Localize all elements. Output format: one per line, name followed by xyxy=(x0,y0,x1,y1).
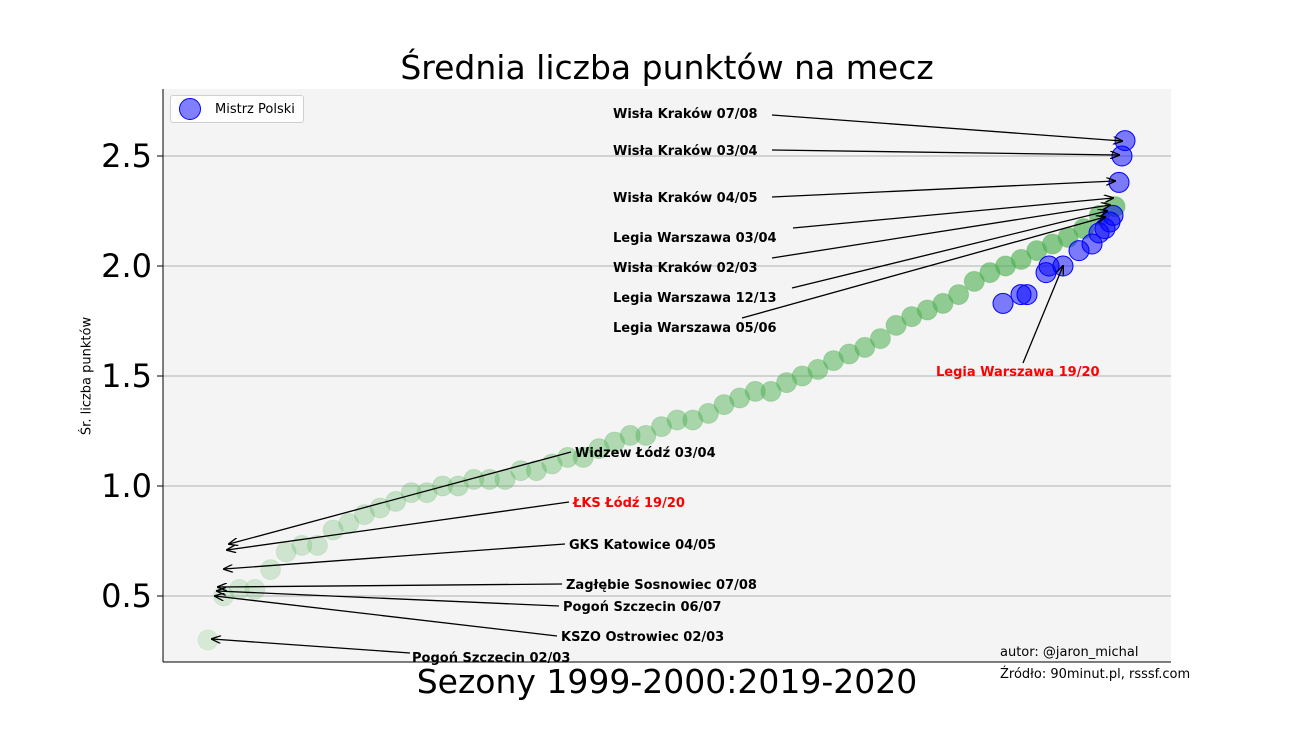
champion-point xyxy=(992,292,1014,314)
season-point xyxy=(854,336,876,358)
season-point xyxy=(619,424,641,446)
season-point xyxy=(510,460,532,482)
chart-title: Średnia liczba punktów na mecz xyxy=(400,48,934,87)
season-point xyxy=(572,446,594,468)
annotation-label: Wisła Kraków 04/05 xyxy=(613,191,758,206)
season-point xyxy=(463,468,485,490)
season-point xyxy=(744,380,766,402)
season-point xyxy=(713,394,735,416)
annotation-arrow xyxy=(218,584,563,587)
annotation-label: Zagłębie Sosnowiec 07/08 xyxy=(566,578,757,593)
annotation-label: Legia Warszawa 03/04 xyxy=(613,231,777,246)
season-point xyxy=(588,438,610,460)
season-point xyxy=(885,314,907,336)
season-point xyxy=(760,380,782,402)
annotation-label: Legia Warszawa 12/13 xyxy=(613,291,777,306)
season-point xyxy=(963,270,985,292)
annotation-arrow xyxy=(771,205,1110,259)
annotations: Wisła Kraków 07/08 Wisła Kraków 03/04 Wisł… xyxy=(212,107,1122,666)
legend: Mistrz Polski xyxy=(170,95,304,123)
y-tick-label: 0.5 xyxy=(101,577,152,615)
annotation-arrow xyxy=(741,217,1105,319)
annotation-arrow xyxy=(771,114,1122,141)
author-credit: autor: @jaron_michal xyxy=(1000,645,1139,660)
y-axis-ticks: 0.5 1.0 1.5 2.0 2.5 xyxy=(101,137,163,615)
y-tick-label: 1.5 xyxy=(101,357,152,395)
annotation-label: Widzew Łódź 03/04 xyxy=(575,446,716,461)
annotation-arrow xyxy=(771,181,1115,198)
y-tick-label: 2.0 xyxy=(101,247,152,285)
season-point xyxy=(729,387,751,409)
y-tick-label: 2.5 xyxy=(101,137,152,175)
season-point xyxy=(1010,248,1032,270)
annotation-label: KSZO Ostrowiec 02/03 xyxy=(561,630,724,645)
annotation-label: Wisła Kraków 03/04 xyxy=(613,144,758,159)
season-point xyxy=(525,460,547,482)
season-point xyxy=(244,578,266,600)
season-point xyxy=(697,402,719,424)
champion-point xyxy=(1102,204,1124,226)
season-point xyxy=(651,416,672,438)
season-point xyxy=(416,482,438,504)
legend-label: Mistrz Polski xyxy=(215,101,295,117)
season-point xyxy=(306,534,328,556)
season-point xyxy=(635,424,657,446)
annotation-label: Wisła Kraków 07/08 xyxy=(613,107,758,122)
annotation-label: Pogoń Szczecin 06/07 xyxy=(563,600,721,615)
annotation-arrow xyxy=(227,501,570,550)
legend-marker-champion xyxy=(179,98,201,120)
season-point xyxy=(807,358,829,380)
season-point xyxy=(666,409,688,431)
annotation-label: Wisła Kraków 02/03 xyxy=(613,261,758,276)
season-point xyxy=(682,409,704,431)
season-point xyxy=(932,292,954,314)
y-axis-label: Śr. liczba punktów xyxy=(79,316,95,436)
y-tick-label: 1.0 xyxy=(101,467,152,505)
season-point xyxy=(557,446,579,468)
season-point xyxy=(478,468,500,490)
champion-point xyxy=(1016,284,1038,306)
season-point xyxy=(604,431,626,453)
annotation-arrow xyxy=(792,198,1113,229)
annotation-label: ŁKS Łódź 19/20 xyxy=(572,496,685,511)
annotation-arrow xyxy=(215,596,558,637)
annotation-arrow xyxy=(771,149,1119,155)
source-credit: Źródło: 90minut.pl, rsssf.com xyxy=(1000,667,1191,682)
annotation-label: GKS Katowice 04/05 xyxy=(569,538,716,553)
annotation-arrow xyxy=(224,543,566,569)
annotation-arrow xyxy=(1022,266,1063,364)
annotation-arrow xyxy=(212,639,411,654)
season-point xyxy=(197,629,219,651)
annotation-arrow xyxy=(229,451,572,544)
annotation-label: Legia Warszawa 19/20 xyxy=(936,365,1100,380)
annotation-arrow xyxy=(791,211,1107,289)
annotation-arrow xyxy=(217,591,560,607)
season-point xyxy=(948,284,970,306)
annotation-label: Legia Warszawa 05/06 xyxy=(613,321,777,336)
x-axis-label: Sezony 1999-2000:2019-2020 xyxy=(416,662,918,701)
season-point xyxy=(369,497,391,519)
season-point xyxy=(869,328,891,350)
season-point xyxy=(260,559,282,581)
champion-point xyxy=(1108,171,1130,193)
